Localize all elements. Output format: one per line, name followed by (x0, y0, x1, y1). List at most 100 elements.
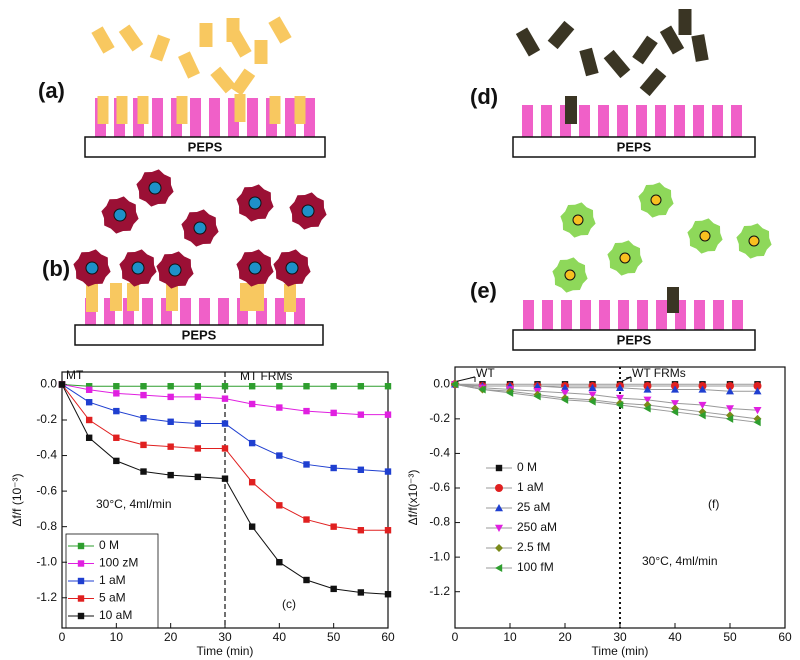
data-point (698, 401, 707, 410)
data-point (357, 466, 365, 473)
legend-marker (495, 484, 503, 492)
receptor-bar (712, 105, 723, 137)
particle-core (131, 261, 145, 275)
y-tick-label: 0.0 (433, 376, 450, 390)
y-tick-label: -0.4 (429, 446, 450, 460)
panel-label: (e) (470, 278, 497, 303)
chart: 0 10 20 30 40 50 60 0.0 -0.2 -0.4 -0.6 -0.8 -1.0 -1.2… (10, 368, 395, 658)
data-point (167, 383, 174, 390)
x-tick-label: 0 (59, 630, 66, 644)
molecule (91, 26, 115, 54)
data-point (303, 461, 310, 468)
data-point (330, 523, 337, 530)
data-point (303, 576, 310, 584)
legend-marker (495, 464, 503, 472)
receptor-bar (656, 300, 667, 330)
molecule (127, 283, 139, 311)
receptor-bar (199, 298, 210, 325)
data-point (303, 383, 310, 390)
particle-core (193, 221, 207, 235)
panel-label: (d) (470, 84, 498, 109)
data-point (85, 399, 93, 406)
data-point (194, 393, 202, 401)
legend-marker (77, 595, 85, 602)
y-tick-label: -0.2 (36, 412, 57, 426)
x-axis-label: Time (min) (197, 644, 254, 658)
data-point (671, 385, 679, 393)
receptor-bar (285, 98, 296, 137)
y-tick-label: -0.6 (429, 480, 450, 494)
legend-marker (495, 544, 503, 552)
x-tick-label: 20 (558, 630, 572, 644)
particle-core (113, 208, 127, 222)
data-point (85, 416, 93, 424)
data-point (384, 383, 392, 390)
data-point (113, 383, 120, 390)
data-point (384, 591, 392, 598)
data-point (643, 404, 651, 413)
data-point (726, 382, 734, 391)
data-point (616, 383, 624, 391)
annotation: (f) (708, 497, 719, 511)
receptor-bar (599, 300, 610, 330)
receptor-bar (713, 300, 724, 330)
data-point (726, 387, 734, 395)
legend-label: 100 zM (99, 556, 138, 570)
molecule (691, 34, 709, 62)
x-tick-label: 30 (218, 630, 232, 644)
data-point (478, 385, 486, 394)
data-point (140, 415, 147, 422)
legend-frame (65, 533, 159, 629)
x-tick-label: 0 (452, 630, 459, 644)
panel-label: (b) (42, 256, 70, 281)
data-point (533, 392, 541, 401)
data-point (698, 385, 707, 393)
receptor-bar (237, 298, 248, 325)
data-point (616, 394, 624, 403)
x-tick-label: 40 (273, 630, 287, 644)
y-tick-label: -0.2 (429, 411, 450, 425)
receptor-bar (228, 98, 239, 137)
data-point (726, 414, 734, 423)
substrate-label: PEPS (188, 139, 223, 154)
particle-core (650, 194, 662, 206)
data-point (140, 383, 147, 390)
data-point (113, 390, 120, 397)
molecule (86, 284, 98, 312)
data-point (303, 407, 310, 415)
receptor-bar (209, 98, 220, 137)
y-tick-label: -1.0 (429, 549, 450, 563)
particle-core (248, 261, 262, 275)
data-point (561, 395, 569, 404)
particle-core (285, 261, 299, 275)
particle-core (168, 263, 182, 277)
annotation: WT FRMs (632, 366, 686, 380)
data-point (726, 405, 734, 413)
data-point (221, 395, 229, 402)
molecule (97, 96, 109, 124)
molecule (254, 40, 268, 64)
molecule (230, 68, 256, 96)
legend-marker (495, 564, 503, 572)
data-point (588, 383, 597, 391)
legend-marker (495, 504, 503, 512)
data-point (698, 411, 706, 420)
data-point (330, 585, 337, 593)
x-tick-label: 60 (381, 630, 395, 644)
data-point (616, 401, 624, 410)
data-point (167, 393, 174, 401)
legend-marker (77, 577, 85, 585)
series-line (454, 383, 758, 423)
data-point (561, 389, 569, 397)
receptor-bar (256, 298, 267, 325)
series-line (454, 383, 758, 392)
x-axis-label: Time (min) (592, 644, 649, 658)
legend-label: 25 aM (517, 500, 550, 514)
x-tick-label: 60 (778, 630, 792, 644)
particle-core (564, 269, 576, 281)
y-tick-label: 0.0 (40, 377, 57, 391)
data-point (276, 452, 283, 459)
receptor-bar (561, 300, 572, 330)
data-point (384, 411, 392, 418)
data-point (221, 383, 229, 390)
